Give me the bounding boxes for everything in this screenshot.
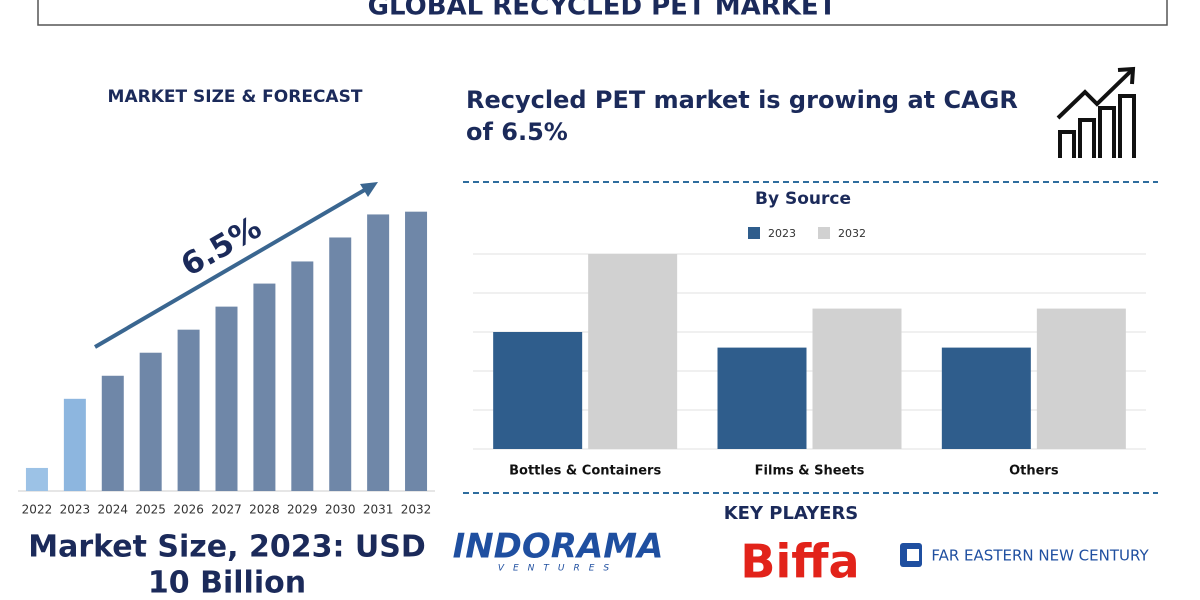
market-size: 10 Billion bbox=[148, 566, 306, 600]
x-tick-label: 2030 bbox=[325, 503, 356, 517]
bar bbox=[215, 306, 238, 491]
x-tick-label: Films & Sheets bbox=[755, 464, 865, 479]
bar bbox=[291, 261, 314, 491]
legend-swatch bbox=[748, 227, 760, 239]
page-title: GLOBAL RECYCLED PET MARKET bbox=[368, 0, 837, 22]
bar bbox=[367, 214, 390, 491]
section-title: KEY PLAYERS bbox=[724, 503, 859, 524]
x-tick-label: 2027 bbox=[211, 503, 242, 517]
x-tick-label: 2025 bbox=[135, 503, 166, 517]
fenc-icon bbox=[900, 543, 922, 567]
headline: of 6.5% bbox=[466, 118, 568, 146]
growth-icon bbox=[1056, 66, 1136, 158]
x-tick-label: 2024 bbox=[97, 503, 128, 517]
bar bbox=[717, 347, 807, 449]
x-tick-label: Others bbox=[1009, 464, 1059, 479]
logo-fenc: FAR EASTERN NEW CENTURY bbox=[931, 547, 1149, 565]
bar bbox=[139, 352, 162, 491]
bar bbox=[177, 329, 200, 491]
x-tick-label: 2022 bbox=[22, 503, 53, 517]
growth-arrow bbox=[93, 186, 370, 349]
header-box bbox=[37, 0, 1168, 26]
bar bbox=[253, 283, 276, 491]
bar bbox=[63, 398, 86, 491]
x-tick-label: 2032 bbox=[401, 503, 432, 517]
legend-swatch bbox=[818, 227, 830, 239]
x-tick-label: Bottles & Containers bbox=[509, 464, 661, 479]
market-size: Market Size, 2023: USD bbox=[28, 530, 426, 565]
logo-indorama-sub: VENTURES bbox=[498, 564, 618, 574]
bar bbox=[25, 467, 48, 491]
chart-title: By Source bbox=[755, 189, 851, 209]
x-tick-label: 2023 bbox=[60, 503, 91, 517]
bar bbox=[101, 375, 124, 491]
chart-title: MARKET SIZE & FORECAST bbox=[108, 87, 363, 107]
bar bbox=[941, 347, 1031, 449]
x-tick-label: 2026 bbox=[173, 503, 204, 517]
bar bbox=[493, 332, 583, 449]
legend-label: 2023 bbox=[768, 227, 796, 240]
logo-indorama: INDORAMA bbox=[453, 527, 664, 567]
bar bbox=[588, 254, 678, 449]
bar bbox=[1036, 308, 1126, 449]
bar bbox=[329, 237, 352, 491]
headline: Recycled PET market is growing at CAGR bbox=[466, 86, 1018, 114]
legend-label: 2032 bbox=[838, 227, 866, 240]
x-tick-label: 2029 bbox=[287, 503, 318, 517]
arrow-head bbox=[360, 182, 378, 197]
bar bbox=[812, 308, 902, 449]
x-tick-label: 2031 bbox=[363, 503, 394, 517]
bar bbox=[405, 211, 428, 491]
logo-biffa: Biffa bbox=[740, 535, 859, 589]
x-tick-label: 2028 bbox=[249, 503, 280, 517]
